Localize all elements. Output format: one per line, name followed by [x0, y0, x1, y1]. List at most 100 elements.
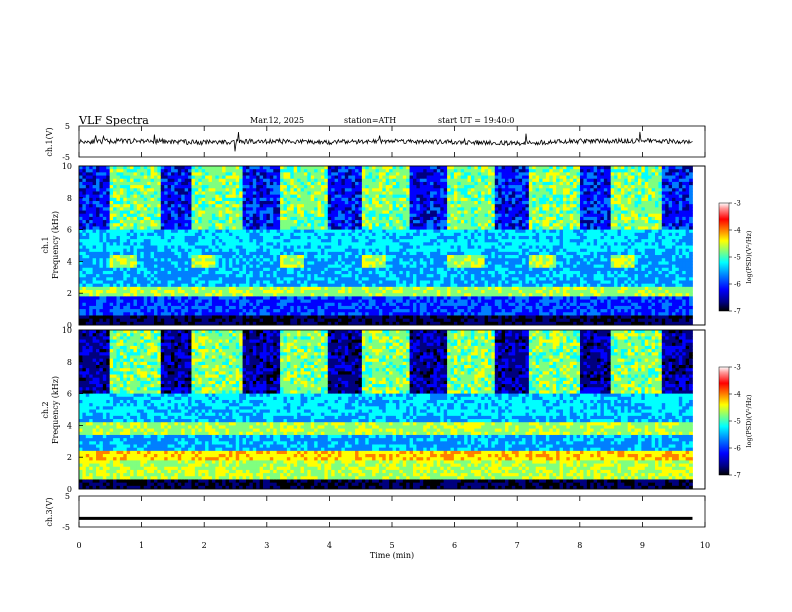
spectrogram-cell: [160, 213, 165, 218]
spectrogram-cell: [228, 235, 233, 240]
spectrogram-cell: [344, 166, 349, 170]
spectrogram-cell: [314, 210, 318, 215]
spectrogram-cell: [215, 270, 220, 275]
spectrogram-cell: [314, 293, 318, 297]
spectrogram-cell: [109, 283, 114, 288]
spectrogram-cell: [232, 242, 237, 246]
spectrogram-cell: [150, 267, 155, 272]
spectrogram-cell: [416, 197, 421, 202]
spectrogram-cell: [382, 166, 387, 170]
spectrogram-cell: [310, 309, 315, 313]
spectrogram-cell: [382, 207, 387, 211]
spectrogram-cell: [140, 274, 145, 278]
spectrogram-cell: [324, 220, 329, 224]
spectrogram-cell: [140, 178, 145, 183]
spectrogram-cell: [303, 169, 308, 173]
spectrogram-cell: [372, 258, 376, 262]
spectrogram-cell: [208, 232, 213, 237]
spectrogram-cell: [140, 270, 145, 275]
spectrogram-cell: [372, 166, 376, 170]
spectrogram-cell: [303, 305, 308, 310]
spectrogram-cell: [198, 283, 203, 288]
spectrogram-cell: [406, 194, 410, 199]
spectrogram-cell: [194, 318, 199, 323]
spectrogram-cell: [385, 210, 390, 215]
spectrogram-cell: [269, 251, 274, 256]
spectrogram-cell: [225, 239, 230, 243]
spectrogram-cell: [375, 178, 380, 183]
spectrogram-cell: [130, 296, 134, 300]
spectrogram-cell: [310, 245, 315, 250]
spectrogram-cell: [409, 188, 414, 192]
spectrogram-cell: [218, 191, 223, 196]
spectrogram-cell: [194, 188, 199, 192]
spectrogram-cell: [92, 258, 97, 262]
spectrogram-cell: [167, 277, 172, 281]
spectrogram-cell: [99, 207, 104, 211]
spectrogram-cell: [269, 255, 274, 259]
spectrogram-cell: [150, 197, 155, 202]
spectrogram-cell: [355, 242, 359, 246]
spectrogram-cell: [150, 200, 155, 205]
spectrogram-cell: [392, 210, 397, 215]
spectrogram-cell: [228, 296, 233, 300]
spectrogram-cell: [266, 175, 271, 180]
spectrogram-cell: [338, 242, 342, 246]
spectrogram-cell: [136, 286, 141, 291]
spectrogram-cell: [242, 305, 247, 310]
spectrogram-cell: [106, 261, 111, 265]
spectrogram-cell: [136, 207, 141, 211]
spectrogram-cell: [85, 270, 90, 275]
spectrogram-cell: [239, 296, 243, 300]
spectrogram-cell: [147, 197, 151, 202]
spectrogram-cell: [106, 239, 111, 243]
ch1-waveform-trace: [78, 131, 693, 152]
spectrogram-cell: [361, 255, 366, 259]
spectrogram-cell: [140, 169, 145, 173]
spectrogram-cell: [96, 185, 100, 189]
spectrogram-cell: [409, 274, 414, 278]
spectrogram-cell: [300, 302, 305, 307]
spectrogram-cell: [89, 239, 94, 243]
spectrogram-cell: [280, 299, 284, 304]
spectrogram-cell: [123, 255, 128, 259]
spectrogram-cell: [358, 194, 363, 199]
spectrogram-cell: [375, 264, 380, 269]
spectrogram-cell: [235, 264, 240, 269]
spectrogram-cell: [310, 267, 315, 272]
spectrogram-cell: [174, 181, 179, 186]
spectrogram-cell: [416, 280, 421, 285]
spectrogram-cell: [174, 242, 179, 246]
spectrogram-cell: [171, 239, 175, 243]
spectrogram-cell: [130, 204, 134, 208]
spectrogram-cell: [242, 270, 247, 275]
spectrogram-cell: [140, 213, 145, 218]
spectrogram-cell: [99, 181, 104, 186]
spectrogram-cell: [126, 318, 131, 323]
spectrogram-cell: [286, 267, 291, 272]
spectrogram-cell: [218, 204, 223, 208]
spectrogram-cell: [242, 242, 247, 246]
spectrogram-cell: [314, 229, 318, 234]
spectrogram-cell: [143, 197, 148, 202]
spectrogram-cell: [378, 309, 383, 313]
spectrogram-cell: [310, 305, 315, 310]
spectrogram-cell: [153, 169, 158, 173]
spectrogram-cell: [389, 283, 393, 288]
spectrogram-cell: [338, 270, 342, 275]
spectrogram-cell: [89, 286, 94, 291]
spectrogram-cell: [358, 213, 363, 218]
spectrogram-cell: [201, 267, 206, 272]
spectrogram-cell: [249, 283, 254, 288]
spectrogram-cell: [126, 194, 131, 199]
spectrogram-cell: [365, 270, 370, 275]
spectrogram-cell: [239, 290, 243, 294]
spectrogram-cell: [303, 216, 308, 221]
spectrogram-cell: [246, 235, 250, 240]
spectrogram-cell: [225, 169, 230, 173]
spectrogram-cell: [338, 296, 342, 300]
spectrogram-cell: [273, 169, 278, 173]
spectrogram-cell: [378, 280, 383, 285]
spectrogram-cell: [106, 245, 111, 250]
spectrogram-cell: [150, 245, 155, 250]
